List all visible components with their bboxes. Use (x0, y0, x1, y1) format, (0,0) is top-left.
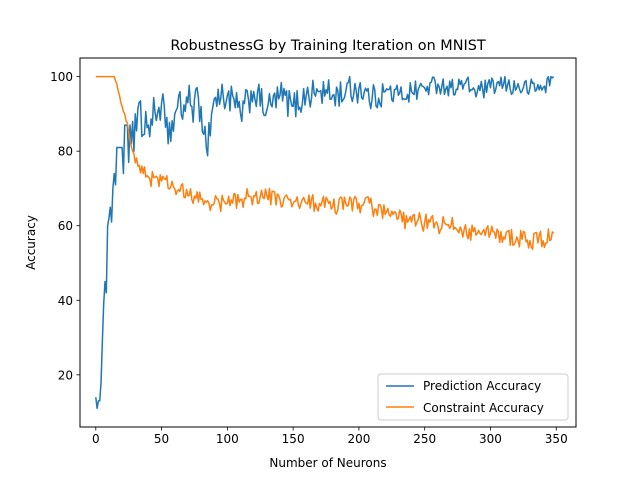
x-tick-label: 0 (92, 432, 100, 446)
series-line-prediction (95, 75, 555, 410)
x-axis: 0 50 100 150 200 250 300 350 (92, 427, 568, 446)
y-tick-label: 100 (50, 70, 73, 84)
y-tick-label: 60 (58, 219, 73, 233)
x-tick-label: 350 (545, 432, 568, 446)
x-tick-label: 200 (347, 432, 370, 446)
x-tick-label: 100 (216, 432, 239, 446)
legend: Prediction Accuracy Constraint Accuracy (377, 373, 569, 421)
x-tick-label: 300 (479, 432, 502, 446)
legend-box (377, 373, 569, 421)
legend-label-constraint: Constraint Accuracy (423, 401, 544, 415)
x-tick-label: 50 (154, 432, 169, 446)
chart-title: RobustnessG by Training Iteration on MNI… (170, 38, 486, 54)
x-tick-label: 150 (282, 432, 305, 446)
y-axis: 20 40 60 80 100 (50, 70, 80, 382)
plot-frame (79, 57, 577, 428)
y-tick-label: 40 (58, 294, 73, 308)
series-line-constraint (95, 75, 555, 250)
y-tick-label: 20 (58, 368, 73, 382)
series-layer (95, 75, 555, 410)
plot-area (79, 57, 577, 428)
x-tick-label: 250 (413, 432, 436, 446)
y-tick-label: 80 (58, 145, 73, 159)
y-axis-label: Accuracy (24, 215, 38, 270)
x-axis-label: Number of Neurons (269, 456, 386, 470)
legend-label-prediction: Prediction Accuracy (423, 379, 541, 393)
